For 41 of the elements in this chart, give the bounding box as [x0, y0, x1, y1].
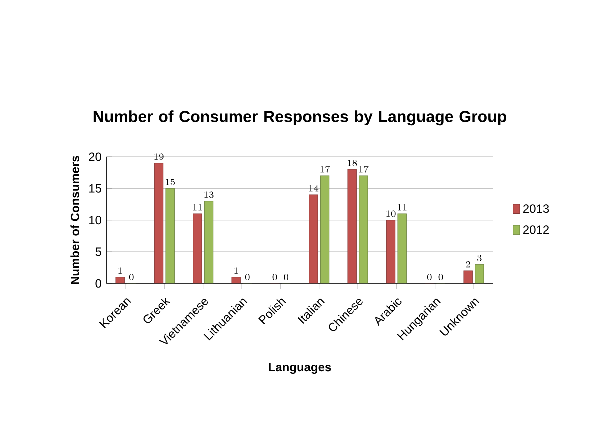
data-label: 10 — [386, 210, 396, 218]
bar — [320, 176, 330, 284]
bar — [359, 176, 368, 284]
data-label: 14 — [309, 185, 319, 192]
bar — [309, 194, 318, 284]
bar — [475, 264, 484, 284]
data-label: 0 — [284, 274, 288, 280]
data-label: 15 — [166, 179, 176, 186]
legend-label: 2012 — [524, 226, 550, 234]
data-label: 3 — [478, 255, 482, 262]
data-label: 0 — [438, 274, 444, 280]
data-label: 18 — [348, 160, 358, 166]
y-tick-label: 20 — [89, 152, 102, 162]
bar — [154, 163, 164, 284]
data-label: 11 — [398, 204, 407, 211]
bar — [204, 201, 214, 284]
data-label: 0 — [245, 274, 250, 280]
bar — [398, 214, 407, 284]
data-label: 0 — [272, 274, 278, 280]
data-label: 13 — [204, 192, 214, 198]
y-tick-label: 0 — [96, 279, 102, 288]
y-tick-label: 10 — [90, 216, 102, 225]
chart-title: Number of Consumer Responses by Language Group — [94, 110, 506, 126]
data-label: 17 — [320, 166, 330, 173]
data-label: 19 — [154, 154, 164, 160]
bar — [386, 220, 396, 284]
bar — [166, 188, 175, 284]
x-axis-title: Languages — [269, 363, 332, 374]
data-label: 1 — [234, 268, 238, 274]
bar — [193, 214, 202, 284]
data-label: 0 — [427, 274, 432, 280]
y-axis-title: Number of Consumers — [70, 156, 80, 284]
y-tick-label: 5 — [96, 248, 102, 256]
data-label: 11 — [193, 204, 202, 211]
bar — [348, 169, 357, 284]
y-tick-label: 15 — [90, 184, 102, 193]
data-label: 0 — [129, 274, 134, 280]
legend-label: 2013 — [524, 204, 550, 214]
data-label: 17 — [359, 166, 369, 173]
data-label: 2 — [466, 261, 470, 268]
data-label: 1 — [118, 268, 122, 274]
